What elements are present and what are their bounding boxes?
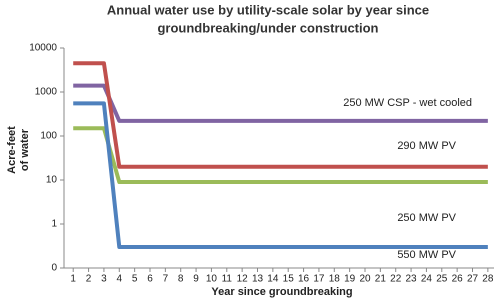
x-tick-label: 19 (344, 274, 356, 285)
x-tick-label: 6 (147, 274, 153, 285)
series-label: 550 MW PV (397, 249, 456, 261)
x-tick-label: 1 (70, 274, 76, 285)
y-axis-title: of water (19, 128, 31, 171)
x-tick-label: 24 (421, 274, 433, 285)
x-tick-label: 15 (283, 274, 295, 285)
x-axis-title: Year since groundbreaking (211, 286, 352, 298)
x-tick-label: 20 (359, 274, 371, 285)
y-tick-label: 10000 (29, 43, 57, 54)
x-tick-label: 8 (178, 274, 184, 285)
y-tick-label: 0 (51, 263, 57, 274)
x-tick-label: 13 (252, 274, 264, 285)
chart-title: groundbreaking/under construction (157, 20, 378, 35)
x-tick-label: 12 (237, 274, 249, 285)
series-label: 250 MW PV (397, 212, 456, 224)
x-tick-label: 11 (222, 274, 233, 285)
y-tick-label: 10 (46, 175, 58, 186)
x-tick-label: 28 (482, 274, 494, 285)
x-tick-label: 16 (298, 274, 310, 285)
series-label: 290 MW PV (397, 140, 456, 152)
y-tick-label: 100 (40, 131, 57, 142)
x-tick-label: 23 (406, 274, 418, 285)
x-tick-label: 14 (267, 274, 279, 285)
x-tick-label: 7 (163, 274, 169, 285)
x-tick-label: 10 (206, 274, 218, 285)
x-tick-label: 22 (390, 274, 402, 285)
x-tick-label: 25 (436, 274, 448, 285)
x-tick-label: 4 (117, 274, 123, 285)
x-tick-label: 21 (375, 274, 387, 285)
x-tick-label: 2 (86, 274, 92, 285)
x-tick-label: 3 (101, 274, 107, 285)
x-tick-label: 5 (132, 274, 138, 285)
series-line (73, 61, 488, 169)
series-line (73, 126, 488, 185)
y-tick-label: 1 (51, 219, 57, 230)
x-tick-label: 17 (313, 274, 325, 285)
chart-title: Annual water use by utility-scale solar … (107, 2, 429, 17)
x-tick-label: 27 (467, 274, 479, 285)
x-tick-label: 26 (452, 274, 464, 285)
x-tick-label: 18 (329, 274, 341, 285)
series-line (73, 83, 488, 123)
x-tick-label: 9 (193, 274, 199, 285)
series-line (73, 101, 488, 250)
y-tick-label: 1000 (35, 87, 58, 98)
series-label: 250 MW CSP - wet cooled (343, 97, 472, 109)
y-axis-title: Acre-feet (6, 126, 18, 174)
